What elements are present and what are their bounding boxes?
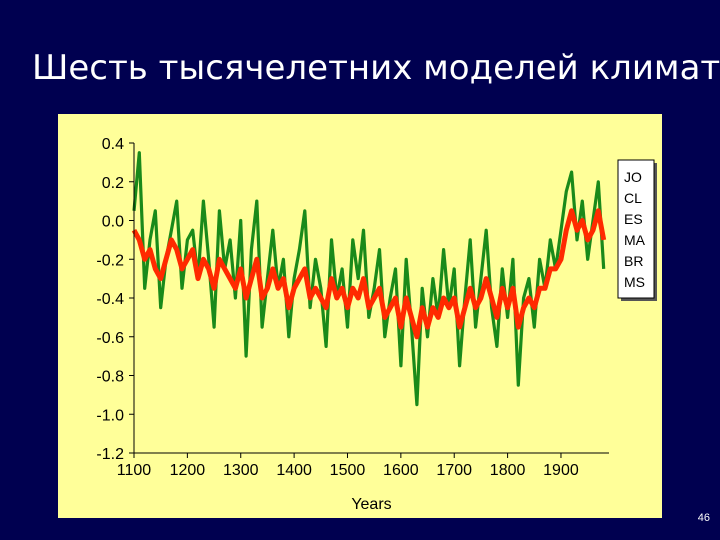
y-tick-label: -0.6 — [96, 330, 124, 347]
series-line-red — [131, 208, 607, 340]
y-tick-label: -0.2 — [96, 252, 124, 269]
x-axis-label: Years — [351, 496, 391, 513]
y-tick-label: -0.8 — [96, 369, 124, 386]
x-tick-label: 1400 — [276, 462, 312, 479]
y-tick-label: 0.0 — [102, 214, 124, 231]
legend-box — [617, 159, 655, 299]
legend-entry: BR — [624, 253, 643, 269]
x-tick-label: 1300 — [223, 462, 259, 479]
x-tick-label: 1900 — [543, 462, 579, 479]
page-number: 46 — [697, 512, 710, 524]
x-tick-label: 1100 — [117, 462, 152, 479]
y-tick-label: -1.2 — [96, 446, 124, 463]
x-tick-label: 1600 — [383, 462, 419, 479]
legend-entry: CL — [624, 190, 642, 206]
x-tick-label: 1800 — [490, 462, 526, 479]
legend-entry: ES — [624, 211, 643, 227]
x-tick-label: 1700 — [436, 462, 472, 479]
x-tick-label: 1200 — [170, 462, 206, 479]
x-tick-label: 1500 — [330, 462, 366, 479]
series-line-green — [132, 151, 606, 407]
y-tick-label: -0.4 — [96, 291, 124, 308]
y-tick-label: -1.0 — [96, 407, 124, 424]
legend-entry: MS — [624, 274, 645, 290]
legend-entry: JO — [624, 169, 642, 185]
legend-layer: JO CL ES MA BR MS — [617, 159, 657, 301]
legend-entry: MA — [624, 232, 646, 248]
y-tick-label: 0.2 — [102, 175, 124, 192]
chart-panel: 0.4 0.2 0.0 -0.2 -0.4 -0.6 -0.8 -1.0 -1.2 1100 120… — [58, 114, 662, 518]
series-layer — [131, 151, 607, 407]
slide-title: Шесть тысячелетних моделей климата — [32, 48, 720, 88]
y-tick-label: 0.4 — [102, 136, 124, 153]
